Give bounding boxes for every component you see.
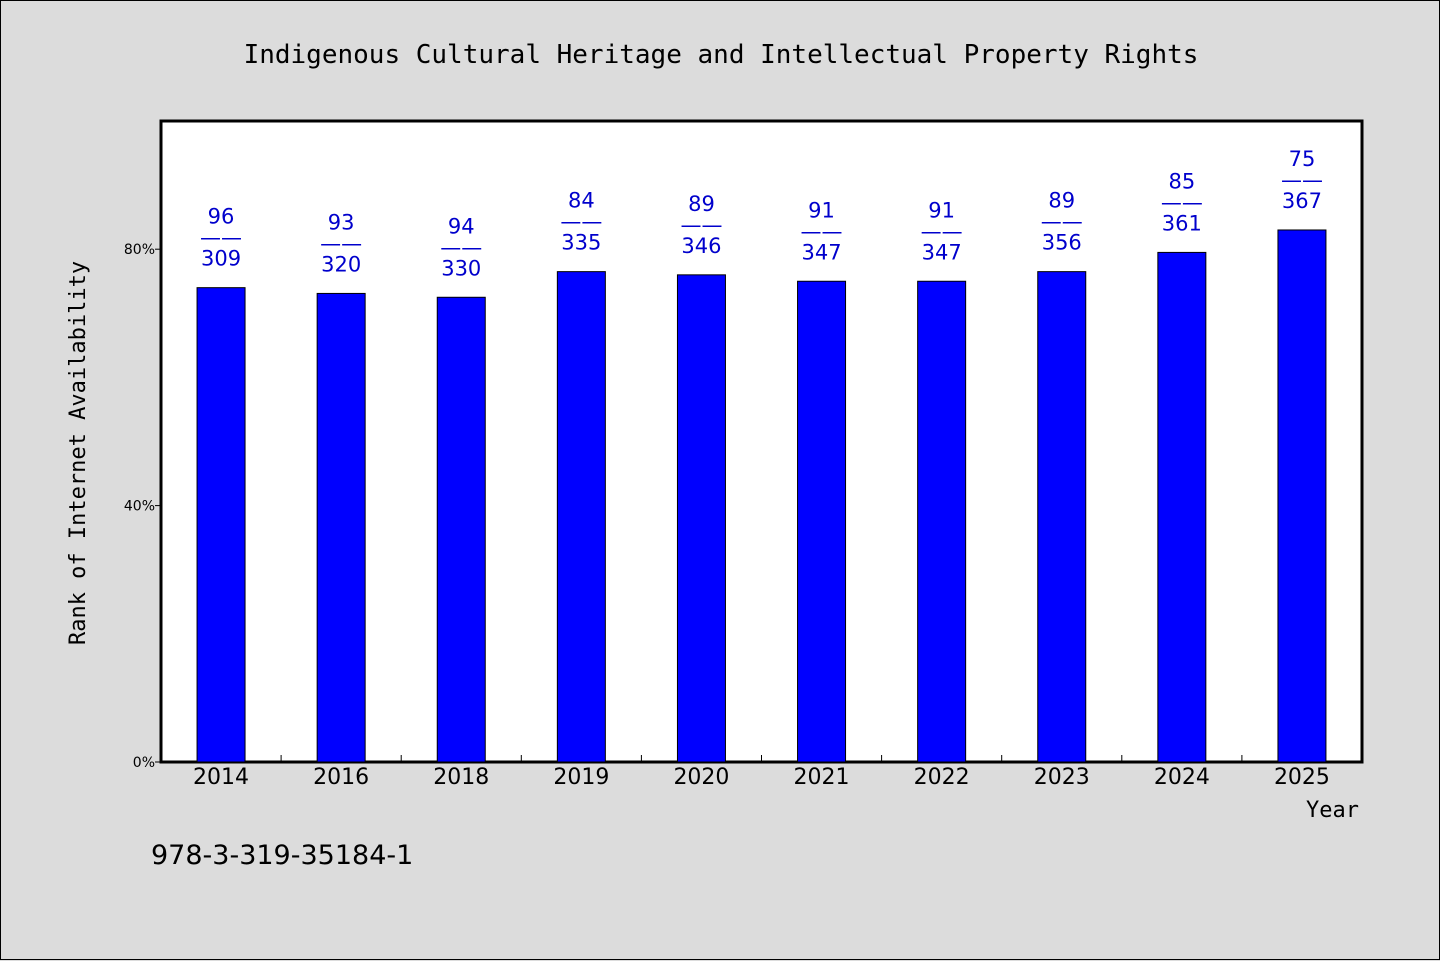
data-label-top: 91 [808, 198, 835, 222]
data-label-bottom: 346 [681, 234, 721, 258]
y-tick-label: 80% [124, 242, 155, 258]
data-label-bottom: 356 [1042, 231, 1082, 255]
data-label-separator: —— [560, 210, 602, 234]
data-label-separator: —— [1041, 210, 1083, 234]
data-label-top: 89 [688, 192, 715, 216]
data-label-bottom: 347 [802, 240, 842, 264]
data-label-top: 91 [928, 198, 955, 222]
bar-2018 [436, 296, 486, 763]
x-tick-label: 2025 [1274, 765, 1330, 790]
y-tick-label: 40% [124, 499, 155, 515]
bar-2024 [1157, 251, 1207, 763]
x-axis-title: Year [1306, 798, 1359, 823]
bars-layer [196, 229, 1327, 763]
data-label-separator: —— [440, 235, 482, 259]
bar-2019 [556, 271, 606, 763]
bar-2020 [676, 274, 726, 763]
data-label-bottom: 330 [441, 256, 481, 280]
data-label-bottom: 335 [561, 231, 601, 255]
data-label-top: 85 [1168, 169, 1195, 193]
data-labels-layer: 96——30993——32094——33084——33589——34691——3… [200, 147, 1323, 280]
chart-title: Indigenous Cultural Heritage and Intelle… [244, 40, 1199, 70]
x-tick-label: 2024 [1154, 765, 1210, 790]
x-tick-label: 2018 [433, 765, 489, 790]
bar-2014 [196, 287, 246, 763]
data-label-separator: —— [1161, 190, 1203, 214]
data-label-separator: —— [1281, 168, 1323, 192]
data-label-top: 75 [1289, 147, 1316, 171]
data-label-separator: —— [680, 213, 722, 237]
data-label-separator: —— [320, 231, 362, 255]
bar-2021 [797, 280, 847, 763]
data-label-top: 89 [1048, 189, 1075, 213]
bar-2023 [1037, 271, 1087, 763]
x-tick-label: 2016 [313, 765, 369, 790]
data-label-separator: —— [200, 226, 242, 250]
data-label-separator: —— [801, 219, 843, 243]
bar-2022 [917, 280, 967, 763]
x-tick-label: 2022 [914, 765, 970, 790]
y-axis-title: Rank of Internet Availability [66, 261, 91, 645]
data-label-top: 93 [328, 210, 355, 234]
data-label-bottom: 309 [201, 247, 241, 271]
data-label-top: 84 [568, 189, 595, 213]
bar-2025 [1277, 229, 1327, 763]
x-tick-label: 2021 [794, 765, 850, 790]
y-axis: 0% 40% 80% [124, 242, 161, 771]
x-tick-label: 2019 [553, 765, 609, 790]
isbn-label: 978-3-319-35184-1 [151, 840, 413, 871]
data-label-top: 96 [208, 205, 235, 229]
x-tick-label: 2023 [1034, 765, 1090, 790]
data-label-bottom: 347 [922, 240, 962, 264]
bar-2016 [316, 292, 366, 763]
x-axis: 2014 2016 2018 2019 2020 2021 2022 2023 2024 2025 [193, 755, 1330, 790]
data-label-separator: —— [921, 219, 963, 243]
data-label-bottom: 361 [1162, 211, 1202, 235]
data-label-bottom: 367 [1282, 189, 1322, 213]
x-tick-label: 2020 [673, 765, 729, 790]
y-tick-label: 0% [133, 755, 155, 771]
x-tick-label: 2014 [193, 765, 249, 790]
data-label-bottom: 320 [321, 252, 361, 276]
data-label-top: 94 [448, 214, 475, 238]
